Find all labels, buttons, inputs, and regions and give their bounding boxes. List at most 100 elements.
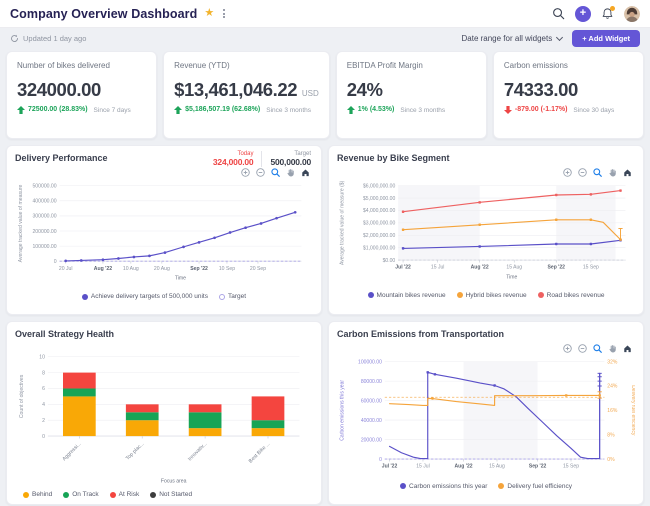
zoom-in-icon[interactable] xyxy=(563,344,572,353)
zoom-in-icon[interactable] xyxy=(241,168,250,177)
legend-dot xyxy=(498,483,505,490)
target-label: Target xyxy=(294,151,311,157)
svg-text:24%: 24% xyxy=(607,384,618,390)
create-new-button[interactable]: + xyxy=(575,5,591,22)
search-icon[interactable] xyxy=(552,7,565,20)
legend-item[interactable]: Target xyxy=(219,293,246,300)
legend-label: At Risk xyxy=(118,491,140,499)
kpi-card-bikes-delivered: Number of bikes delivered 324000.00 7250… xyxy=(6,51,158,139)
svg-text:10 Sep: 10 Sep xyxy=(219,266,235,272)
svg-text:40000.00: 40000.00 xyxy=(361,418,382,424)
svg-text:Aug '22: Aug '22 xyxy=(455,464,473,470)
legend-dot xyxy=(81,293,88,300)
legend-dot xyxy=(109,491,116,498)
svg-text:8: 8 xyxy=(42,370,45,376)
chart-title: Delivery Performance xyxy=(15,153,108,163)
legend-label: Not Started xyxy=(159,491,193,499)
home-icon[interactable] xyxy=(623,168,632,177)
zoom-in-icon[interactable] xyxy=(563,168,572,177)
pan-icon[interactable] xyxy=(608,168,617,177)
legend-item[interactable]: Carbon emissions this year xyxy=(400,483,487,490)
trend-arrow-icon xyxy=(346,106,355,114)
legend-item[interactable]: Achieve delivery targets of 500,000 unit… xyxy=(81,293,208,300)
chart-title: Overall Strategy Health xyxy=(15,329,115,339)
legend-item[interactable]: Not Started xyxy=(150,491,192,498)
legend-dot xyxy=(400,483,407,490)
revenue-chart[interactable]: $0.00 $1,000,000.00 $2,000,000.00 $3,000,00… xyxy=(337,178,635,291)
delivery-chart[interactable]: 0 100000.00 200000.00 300000.00 400000.00 500… xyxy=(15,178,313,292)
pan-icon[interactable] xyxy=(608,344,617,353)
kpi-title: Revenue (YTD) xyxy=(174,61,230,70)
user-avatar[interactable] xyxy=(624,5,640,22)
chart-toolbar xyxy=(15,167,310,178)
svg-text:20 Jul: 20 Jul xyxy=(59,266,73,272)
svg-text:32%: 32% xyxy=(607,359,618,365)
svg-text:Sep '22: Sep '22 xyxy=(548,265,566,271)
legend-dot xyxy=(219,293,225,300)
today-target-summary: Today 324,000.00 Target 500,000.00 xyxy=(205,151,313,167)
kpi-value: 74333.00 xyxy=(503,79,578,100)
date-range-select[interactable]: Date range for all widgets xyxy=(462,33,564,43)
home-icon[interactable] xyxy=(623,344,632,353)
legend-item[interactable]: Behind xyxy=(23,491,52,498)
delivery-chart-legend: Achieve delivery targets of 500,000 unit… xyxy=(15,293,313,300)
svg-text:0: 0 xyxy=(42,434,45,440)
svg-text:100000.00: 100000.00 xyxy=(32,244,56,250)
legend-item[interactable]: Hybrid bikes revenue xyxy=(456,292,527,299)
svg-text:$1,000,000.00: $1,000,000.00 xyxy=(363,245,395,251)
trend-arrow-icon xyxy=(174,106,183,114)
strategy-chart[interactable]: 0 2 4 6 8 10 Aggressi... Top plac... Innovativ..… xyxy=(15,349,313,490)
kpi-title: Number of bikes delivered xyxy=(17,61,110,70)
svg-text:15 Aug: 15 Aug xyxy=(489,464,505,470)
legend-item[interactable]: Road bikes revenue xyxy=(537,292,604,299)
strategy-health-card: Overall Strategy Health 0 2 4 6 8 10 Aggressi.… xyxy=(6,321,322,505)
legend-item[interactable]: Mountain bikes revenue xyxy=(367,292,446,299)
legend-label: Carbon emissions this year xyxy=(409,482,488,490)
svg-text:Delivery fuel efficiency: Delivery fuel efficiency xyxy=(630,385,635,436)
selection-zoom-icon[interactable] xyxy=(593,344,602,353)
svg-text:0: 0 xyxy=(379,457,382,463)
svg-text:2: 2 xyxy=(42,418,45,424)
refresh-icon[interactable] xyxy=(10,34,19,43)
svg-text:Top plac...: Top plac... xyxy=(125,441,146,462)
kpi-row: Number of bikes delivered 324000.00 7250… xyxy=(0,49,650,145)
chevron-down-icon xyxy=(556,33,564,41)
carbon-chart[interactable]: 0 20000.00 40000.00 60000.00 80000.00 100000.… xyxy=(337,354,635,482)
kpi-period: Since 7 days xyxy=(93,107,131,114)
kpi-card-ebitda: EBITDA Profit Margin 24% 1% (4.53%) Since… xyxy=(335,51,487,139)
kpi-period: Since 3 months xyxy=(266,107,312,114)
svg-text:6: 6 xyxy=(42,386,45,392)
legend-dot xyxy=(150,491,157,498)
kpi-change: -879.00 (-1.17%) xyxy=(514,106,568,113)
kpi-card-carbon: Carbon emissions 74333.00 -879.00 (-1.17… xyxy=(492,51,645,139)
more-menu-icon[interactable] xyxy=(221,7,227,20)
zoom-out-icon[interactable] xyxy=(256,168,265,177)
legend-label: Behind xyxy=(32,491,53,499)
add-widget-button[interactable]: + Add Widget xyxy=(572,30,640,47)
legend-label: Target xyxy=(228,293,247,301)
legend-item[interactable]: Delivery fuel efficiency xyxy=(498,483,572,490)
pan-icon[interactable] xyxy=(286,168,295,177)
selection-zoom-icon[interactable] xyxy=(593,168,602,177)
svg-text:10 Aug: 10 Aug xyxy=(123,266,139,272)
legend-item[interactable]: At Risk xyxy=(109,491,140,499)
legend-item[interactable]: On Track xyxy=(63,491,99,498)
svg-text:Count of objectives: Count of objectives xyxy=(19,374,25,418)
selection-zoom-icon[interactable] xyxy=(271,168,280,177)
favorite-star-icon[interactable]: ★ xyxy=(204,7,215,19)
svg-text:$0.00: $0.00 xyxy=(383,258,396,264)
svg-text:400000.00: 400000.00 xyxy=(32,199,56,205)
home-icon[interactable] xyxy=(301,168,310,177)
trend-arrow-icon xyxy=(17,106,25,114)
zoom-out-icon[interactable] xyxy=(578,168,587,177)
today-value: 324,000.00 xyxy=(212,157,254,167)
svg-text:15 Sep: 15 Sep xyxy=(583,265,599,271)
zoom-out-icon[interactable] xyxy=(578,344,587,353)
svg-text:$5,000,000.00: $5,000,000.00 xyxy=(363,196,395,202)
kpi-change: 72500.00 (28.83%) xyxy=(28,106,88,113)
notifications-bell-icon[interactable] xyxy=(601,6,615,20)
delivery-performance-card: Delivery Performance Today 324,000.00 Tar… xyxy=(6,145,322,315)
revenue-by-segment-card: Revenue by Bike Segment $0.00 $1,000,000.… xyxy=(328,145,644,315)
trend-arrow-icon xyxy=(503,106,512,114)
svg-text:Aug '22: Aug '22 xyxy=(471,265,489,271)
